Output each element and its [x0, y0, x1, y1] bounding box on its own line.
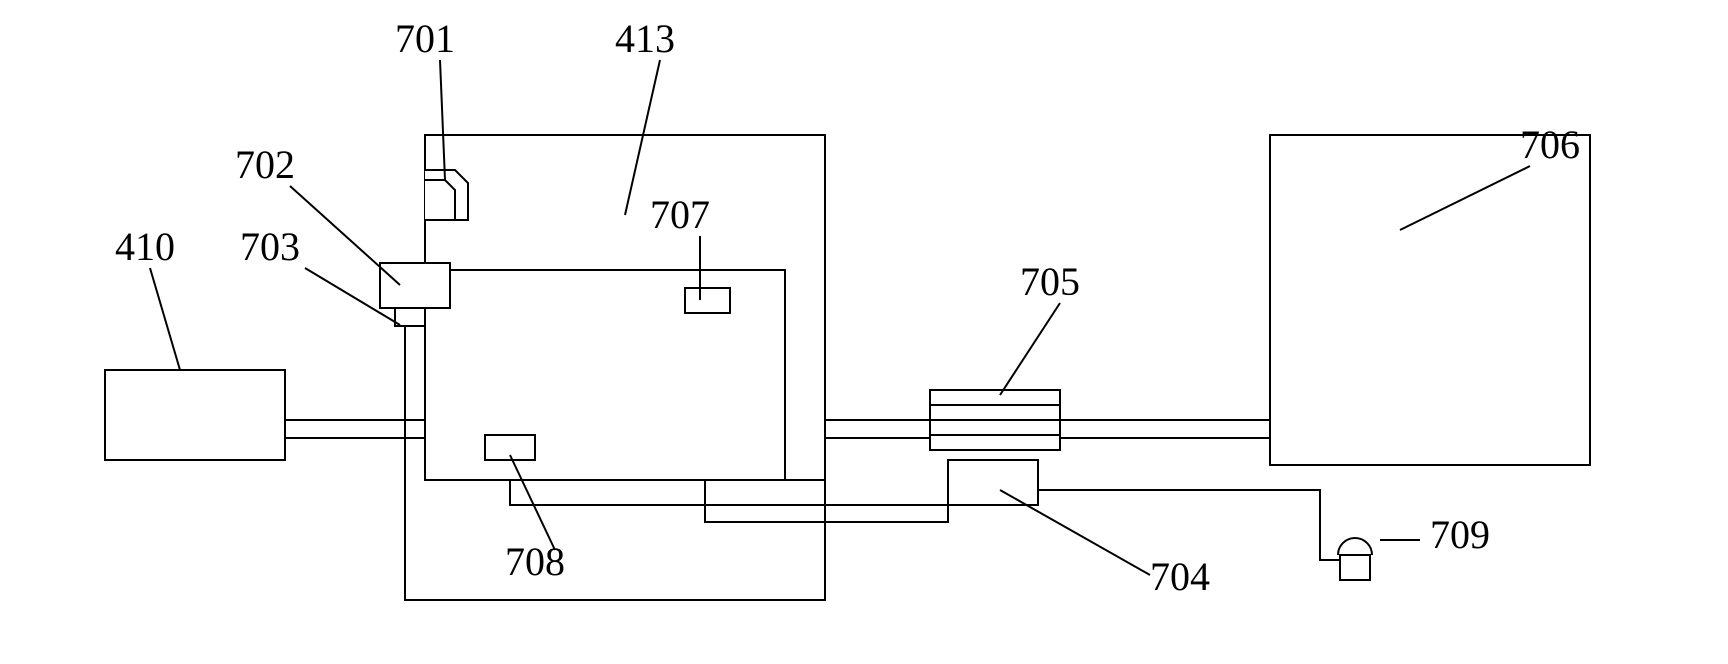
leader-705 [1000, 303, 1060, 395]
block-702 [380, 263, 450, 308]
buzzer-709-dome [1338, 538, 1372, 555]
label-702: 702 [235, 142, 295, 187]
label-705: 705 [1020, 259, 1080, 304]
label-410: 410 [115, 224, 175, 269]
box-413-outer [425, 135, 825, 480]
label-413: 413 [615, 16, 675, 61]
leader-702 [290, 186, 400, 285]
label-706: 706 [1520, 122, 1580, 167]
label-701: 701 [395, 16, 455, 61]
tab-707 [685, 288, 730, 313]
label-708: 708 [505, 539, 565, 584]
leader-704 [1000, 490, 1150, 575]
buzzer-709-base [1340, 555, 1370, 580]
box-706 [1270, 135, 1590, 465]
label-707: 707 [650, 192, 710, 237]
inlet-701-outer [425, 170, 468, 220]
box-704 [948, 460, 1038, 505]
label-709: 709 [1430, 512, 1490, 557]
box-410 [105, 370, 285, 460]
tab-703 [395, 308, 425, 326]
label-703: 703 [240, 224, 300, 269]
leader-410 [150, 268, 180, 370]
label-704: 704 [1150, 554, 1210, 599]
